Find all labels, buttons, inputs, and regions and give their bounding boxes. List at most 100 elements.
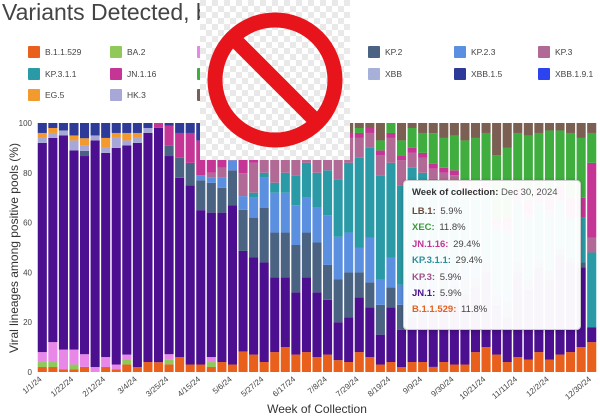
legend-item[interactable]: HK.3 <box>110 89 146 101</box>
bar-segment[interactable] <box>534 123 544 133</box>
bar-segment[interactable] <box>164 123 174 126</box>
bar-segment[interactable] <box>587 132 597 163</box>
bar-segment[interactable] <box>301 352 311 372</box>
bar-segment[interactable] <box>217 167 227 178</box>
legend-item[interactable]: KP.2.3 <box>454 46 495 58</box>
bar-segment[interactable] <box>270 352 280 372</box>
bar-segment[interactable] <box>196 180 206 211</box>
bar-segment[interactable] <box>386 307 396 363</box>
bar-segment[interactable] <box>37 137 47 143</box>
bar-segment[interactable] <box>90 367 100 372</box>
bar-segment[interactable] <box>344 232 354 273</box>
bar-segment[interactable] <box>238 150 248 174</box>
bar-segment[interactable] <box>513 132 523 188</box>
bar-segment[interactable] <box>48 132 58 138</box>
bar-segment[interactable] <box>544 123 554 131</box>
bar-segment[interactable] <box>407 123 417 128</box>
bar-segment[interactable] <box>344 162 354 233</box>
bar-segment[interactable] <box>481 132 491 183</box>
bar-segment[interactable] <box>354 137 364 158</box>
bar-segment[interactable] <box>418 157 428 173</box>
bar-segment[interactable] <box>375 304 385 335</box>
bar-segment[interactable] <box>555 354 565 372</box>
bar-segment[interactable] <box>365 147 375 238</box>
bar-segment[interactable] <box>396 329 407 368</box>
bar-segment[interactable] <box>58 369 68 372</box>
bar-segment[interactable] <box>407 147 417 153</box>
bar-segment[interactable] <box>69 369 79 372</box>
legend-item[interactable]: XBB <box>368 68 402 80</box>
bar-segment[interactable] <box>80 150 90 157</box>
bar-segment[interactable] <box>333 179 343 237</box>
bar-segment[interactable] <box>217 187 227 213</box>
bar-segment[interactable] <box>460 140 470 181</box>
bar-segment[interactable] <box>396 155 407 161</box>
bar-segment[interactable] <box>375 155 385 176</box>
bar-segment[interactable] <box>439 172 449 183</box>
bar-segment[interactable] <box>301 162 311 198</box>
bar-segment[interactable] <box>534 132 544 188</box>
bar-segment[interactable] <box>196 210 206 365</box>
bar-segment[interactable] <box>523 359 533 372</box>
bar-segment[interactable] <box>111 147 121 365</box>
bar-segment[interactable] <box>280 192 290 233</box>
bar-segment[interactable] <box>132 142 142 368</box>
bar-segment[interactable] <box>386 287 396 308</box>
bar-segment[interactable] <box>470 123 481 138</box>
bar-segment[interactable] <box>280 172 290 193</box>
bar-segment[interactable] <box>238 173 248 197</box>
bar-segment[interactable] <box>396 123 407 141</box>
bar-segment[interactable] <box>492 354 502 372</box>
bar-segment[interactable] <box>375 279 385 305</box>
bar-segment[interactable] <box>492 123 502 156</box>
bar-segment[interactable] <box>566 123 576 133</box>
bar-segment[interactable] <box>576 217 586 263</box>
bar-segment[interactable] <box>153 123 164 128</box>
bar-segment[interactable] <box>69 135 79 141</box>
bar-segment[interactable] <box>80 366 90 372</box>
bar-segment[interactable] <box>101 137 111 148</box>
bar-segment[interactable] <box>407 362 417 372</box>
bar-segment[interactable] <box>354 272 364 298</box>
bar-segment[interactable] <box>90 135 100 141</box>
bar-segment[interactable] <box>576 262 586 268</box>
bar-segment[interactable] <box>164 359 174 365</box>
bar-segment[interactable] <box>249 162 259 193</box>
bar-segment[interactable] <box>122 140 132 146</box>
bar-segment[interactable] <box>164 156 174 355</box>
bar-segment[interactable] <box>396 304 407 330</box>
bar-segment[interactable] <box>449 304 459 365</box>
bar-segment[interactable] <box>428 123 438 134</box>
bar-segment[interactable] <box>354 157 364 248</box>
bar-segment[interactable] <box>555 123 565 131</box>
bar-segment[interactable] <box>132 367 142 372</box>
bar-segment[interactable] <box>217 177 227 188</box>
bar-segment[interactable] <box>428 366 438 372</box>
bar-segment[interactable] <box>566 352 576 372</box>
bar-segment[interactable] <box>217 212 227 363</box>
bar-segment[interactable] <box>333 360 343 372</box>
bar-segment[interactable] <box>375 334 385 365</box>
bar-segment[interactable] <box>439 123 449 138</box>
bar-segment[interactable] <box>80 145 90 151</box>
bar-segment[interactable] <box>206 357 216 363</box>
bar-segment[interactable] <box>301 277 311 353</box>
bar-segment[interactable] <box>418 132 428 153</box>
bar-segment[interactable] <box>48 123 58 128</box>
bar-segment[interactable] <box>523 135 533 201</box>
bar-segment[interactable] <box>143 123 153 128</box>
bar-segment[interactable] <box>386 162 396 258</box>
bar-segment[interactable] <box>238 209 248 251</box>
bar-segment[interactable] <box>291 354 301 372</box>
bar-segment[interactable] <box>69 140 79 151</box>
bar-segment[interactable] <box>122 145 132 355</box>
bar-segment[interactable] <box>576 137 586 198</box>
bar-segment[interactable] <box>375 123 385 141</box>
bar-segment[interactable] <box>449 364 459 372</box>
bar-segment[interactable] <box>270 232 280 278</box>
bar-segment[interactable] <box>101 152 111 358</box>
bar-segment[interactable] <box>238 196 248 210</box>
bar-segment[interactable] <box>227 205 238 365</box>
bar-segment[interactable] <box>270 182 280 193</box>
legend-item[interactable]: JN.1.16 <box>110 68 156 80</box>
